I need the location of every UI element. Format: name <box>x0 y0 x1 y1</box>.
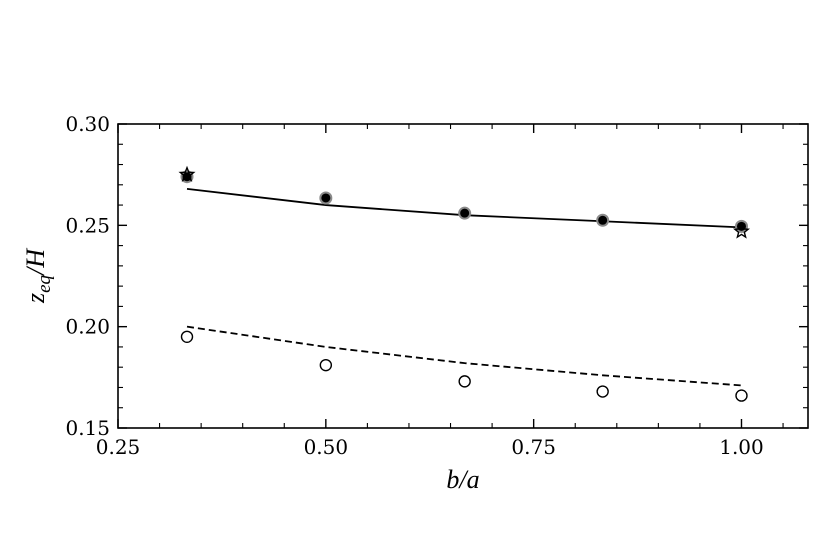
dashed-fit-line <box>186 325 742 387</box>
open-circle-point <box>319 358 333 372</box>
tick-labels: 0.25 0.50 0.75 1.00 0.15 0.20 0.25 0.30 <box>65 112 763 459</box>
y-axis-label: zeq/H <box>21 248 55 304</box>
filled-circle-point <box>596 213 610 227</box>
y-axis-label-tail: /H <box>21 248 50 277</box>
star-point <box>178 165 196 182</box>
x-tick-label: 0.25 <box>96 435 141 459</box>
filled-circle-point <box>458 206 472 220</box>
x-tick-label: 0.50 <box>304 435 349 459</box>
y-tick-label: 0.30 <box>65 112 110 136</box>
open-circle-point <box>180 330 194 343</box>
filled-circle-point <box>319 191 333 205</box>
y-axis-label-subscript: eq <box>34 274 55 292</box>
open-circle-point <box>458 375 471 388</box>
plot-frame <box>117 123 809 429</box>
y-tick-label: 0.25 <box>65 213 110 237</box>
y-tick-label: 0.20 <box>65 315 110 339</box>
open-circle-point <box>735 389 748 402</box>
x-tick-label: 1.00 <box>719 435 764 459</box>
y-axis-label-main: z <box>21 293 50 304</box>
x-axis-label: b/a <box>446 465 479 494</box>
x-tick-label: 0.75 <box>511 435 556 459</box>
series-layer <box>178 165 751 402</box>
y-tick-label: 0.15 <box>65 416 110 440</box>
star-point <box>732 222 751 239</box>
open-circle-point <box>596 385 609 398</box>
